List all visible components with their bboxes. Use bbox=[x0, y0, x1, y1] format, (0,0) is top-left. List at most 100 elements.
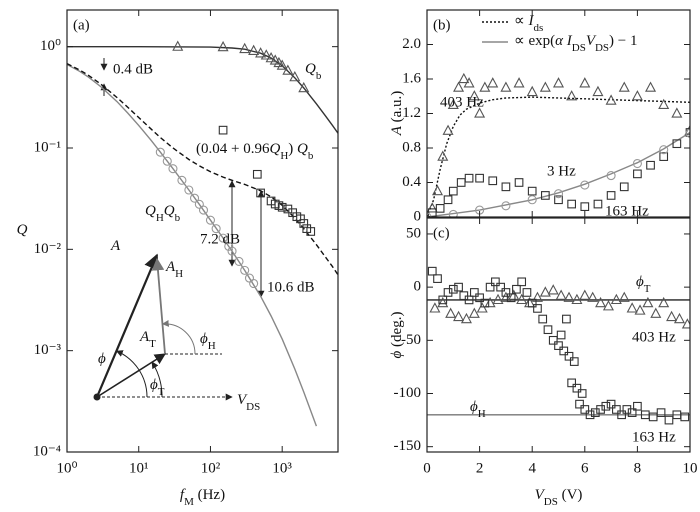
text-part: I bbox=[527, 13, 534, 29]
point bbox=[306, 227, 316, 236]
point bbox=[650, 307, 662, 318]
text-part: ϕ bbox=[389, 350, 405, 358]
point bbox=[673, 312, 685, 324]
annotation: ϕ bbox=[98, 351, 106, 367]
arrow-a bbox=[95, 253, 159, 398]
point bbox=[513, 77, 525, 88]
text-part: V bbox=[237, 392, 248, 408]
legend-label: ∝ exp(α IDSVDS) − 1 bbox=[514, 33, 638, 53]
arc-phi-h bbox=[161, 319, 196, 355]
point bbox=[539, 81, 551, 92]
text-part: b bbox=[316, 70, 322, 82]
point bbox=[564, 351, 574, 361]
y-tick-label: 0.8 bbox=[402, 139, 421, 155]
point bbox=[522, 288, 532, 297]
annotation: (0.04 + 0.96QH) Qb bbox=[196, 141, 314, 161]
point bbox=[298, 81, 310, 93]
point bbox=[435, 204, 445, 213]
point bbox=[538, 314, 548, 324]
point bbox=[299, 219, 309, 228]
point bbox=[579, 289, 591, 300]
text-part: (Hz) bbox=[194, 487, 225, 503]
point bbox=[533, 304, 542, 313]
point bbox=[456, 178, 466, 187]
point bbox=[464, 295, 474, 305]
db-arrows bbox=[100, 58, 265, 298]
annotation: 403 Hz bbox=[632, 329, 676, 345]
point bbox=[516, 293, 528, 305]
plot-frame bbox=[66, 9, 339, 453]
x-tick-label: 10 bbox=[683, 460, 698, 476]
point bbox=[227, 246, 237, 256]
text-part: (deg.) bbox=[389, 312, 405, 351]
text-part: ∝ exp( bbox=[514, 33, 555, 49]
y-tick-label: 0.4 bbox=[402, 174, 421, 190]
point bbox=[569, 357, 579, 366]
x-tick-label: 4 bbox=[528, 460, 536, 476]
point bbox=[680, 412, 690, 422]
point bbox=[612, 405, 621, 414]
text-part: Q bbox=[17, 222, 28, 238]
point bbox=[605, 94, 617, 105]
point bbox=[556, 330, 566, 340]
point bbox=[476, 302, 488, 313]
point bbox=[289, 70, 301, 82]
point bbox=[276, 59, 288, 70]
point bbox=[593, 199, 603, 209]
point bbox=[554, 341, 563, 350]
x-tick-label: 10⁰ bbox=[56, 460, 77, 476]
point bbox=[460, 312, 472, 324]
y-tick-label: 0 bbox=[414, 279, 422, 295]
point bbox=[469, 288, 479, 297]
y-tick-label: 10⁻³ bbox=[34, 342, 62, 358]
point bbox=[566, 90, 578, 101]
annotation: 0.4 dB bbox=[113, 61, 153, 77]
y-tick-label: -150 bbox=[394, 438, 422, 454]
point bbox=[666, 310, 678, 322]
y-tick-label: 10⁰ bbox=[40, 38, 61, 54]
y-tick-label: -50 bbox=[401, 332, 421, 348]
point bbox=[517, 277, 527, 287]
text-part: H bbox=[175, 268, 183, 280]
arc-phi-t bbox=[151, 361, 163, 398]
y-tick-label: 2.0 bbox=[402, 36, 421, 52]
panel-label: (b) bbox=[433, 17, 451, 33]
point bbox=[218, 233, 228, 243]
point bbox=[526, 85, 538, 97]
point bbox=[211, 224, 221, 234]
panel-label: (c) bbox=[433, 225, 450, 241]
point bbox=[587, 291, 599, 302]
point bbox=[240, 265, 250, 275]
point bbox=[252, 169, 262, 179]
point bbox=[488, 176, 498, 186]
annotation: 7.2 dB bbox=[200, 231, 240, 247]
y-axis-title: ϕ (deg.) bbox=[389, 312, 405, 359]
plot-area bbox=[427, 266, 690, 425]
point bbox=[626, 302, 638, 313]
point bbox=[659, 152, 669, 161]
point bbox=[577, 389, 587, 398]
text-part: DS bbox=[246, 401, 260, 413]
y-axis-title: Q bbox=[17, 222, 28, 238]
point bbox=[442, 124, 454, 135]
point bbox=[255, 47, 267, 58]
point bbox=[437, 296, 449, 308]
point bbox=[567, 378, 576, 388]
text-part: Q bbox=[269, 141, 280, 157]
text-part: T bbox=[149, 338, 156, 350]
annotation: ϕT bbox=[636, 274, 651, 294]
text-part: ) bbox=[288, 141, 297, 157]
point bbox=[249, 278, 259, 289]
text-part: A bbox=[389, 125, 405, 136]
plot-area bbox=[427, 72, 690, 217]
point bbox=[500, 81, 512, 92]
point bbox=[572, 383, 582, 393]
text-part: ∝ bbox=[514, 13, 528, 29]
arc-phi bbox=[115, 350, 148, 398]
y-tick-label: -100 bbox=[394, 385, 422, 401]
point bbox=[554, 195, 563, 205]
annotation: ϕH bbox=[470, 399, 486, 419]
point bbox=[547, 284, 559, 295]
text-part: f bbox=[180, 487, 186, 503]
point bbox=[632, 158, 642, 169]
